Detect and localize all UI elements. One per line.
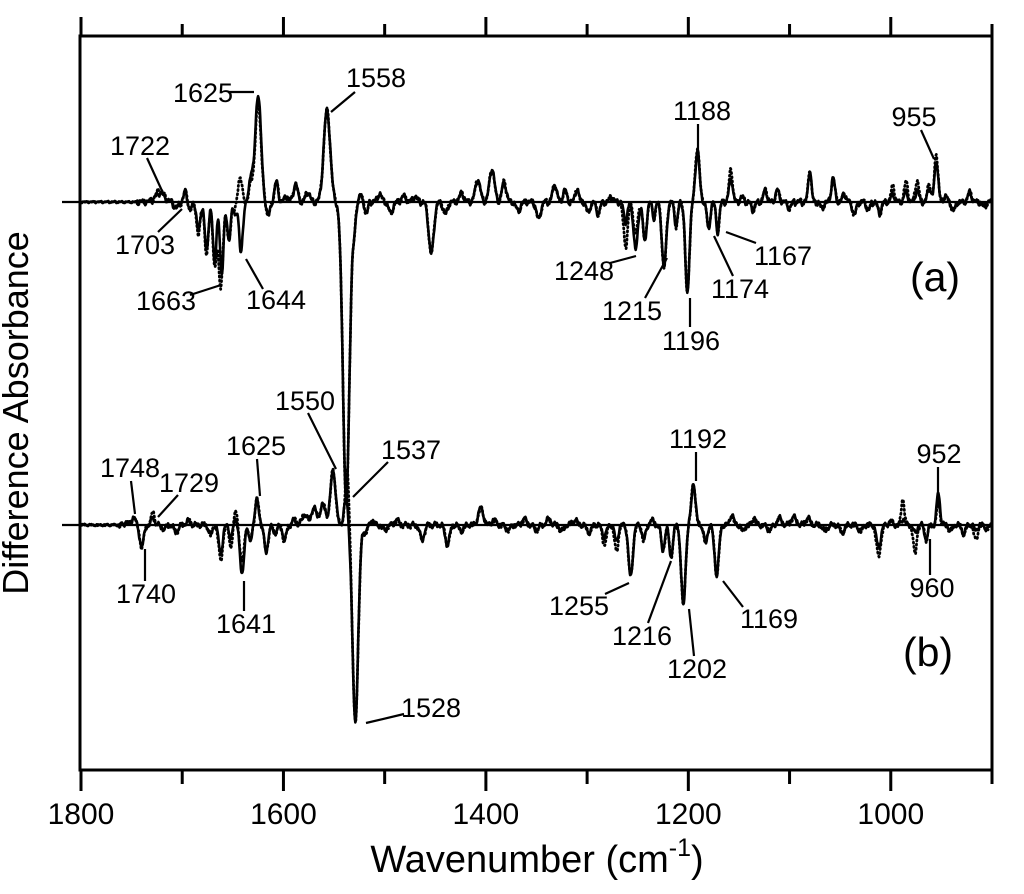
peak-label-1703: 1703 bbox=[115, 230, 175, 260]
peak-label-1663: 1663 bbox=[136, 286, 196, 316]
leader-line bbox=[609, 254, 637, 265]
peak-label-1248: 1248 bbox=[554, 256, 614, 286]
leader-line bbox=[919, 129, 936, 160]
leader-line bbox=[157, 494, 179, 518]
leader-line bbox=[189, 283, 222, 297]
leader-line bbox=[365, 712, 405, 725]
leader-line bbox=[255, 458, 262, 497]
spectrum-b-dotted bbox=[81, 467, 991, 723]
leader-line bbox=[157, 208, 183, 233]
peak-label-1192: 1192 bbox=[669, 424, 727, 454]
peak-label-1167: 1167 bbox=[754, 241, 812, 271]
peak-label-1215: 1215 bbox=[602, 296, 662, 326]
plot-border bbox=[78, 34, 994, 772]
leader-line bbox=[307, 412, 337, 470]
leader-line bbox=[644, 257, 668, 299]
leader-line bbox=[646, 560, 673, 624]
peak-label-1558: 1558 bbox=[346, 63, 406, 93]
x-axis-title-close: ) bbox=[691, 839, 704, 881]
y-axis-title: Difference Absorbance bbox=[0, 231, 36, 595]
leader-line bbox=[352, 461, 389, 498]
peak-label-1625: 1625 bbox=[226, 431, 286, 461]
leader-line bbox=[713, 235, 734, 277]
x-tick-label: 1800 bbox=[48, 798, 115, 831]
leader-line bbox=[245, 258, 264, 290]
spectrum-b-solid bbox=[81, 468, 991, 724]
x-tick-label: 1000 bbox=[857, 798, 924, 831]
leader-line bbox=[129, 480, 137, 515]
plot-frame bbox=[78, 17, 994, 791]
peak-label-1644: 1644 bbox=[246, 285, 306, 315]
peak-label-1625: 1625 bbox=[173, 78, 233, 108]
peak-label-1537: 1537 bbox=[381, 435, 441, 465]
leader-line bbox=[145, 157, 165, 194]
leader-line bbox=[725, 230, 757, 245]
peak-label-1722: 1722 bbox=[110, 131, 170, 161]
peak-label-1174: 1174 bbox=[711, 274, 769, 304]
leader-line bbox=[722, 580, 744, 608]
peak-label-1729: 1729 bbox=[159, 468, 219, 498]
spectra-curves bbox=[81, 94, 991, 724]
panel-label-b: (b) bbox=[903, 629, 953, 675]
leader-line bbox=[687, 608, 696, 657]
x-tick-label: 1200 bbox=[655, 798, 722, 831]
x-axis-title: Wavenumber (cm-1) bbox=[370, 834, 703, 881]
x-tick-label: 1600 bbox=[250, 798, 317, 831]
x-tick-label: 1400 bbox=[453, 798, 520, 831]
panel-label-a: (a) bbox=[910, 254, 960, 300]
peak-label-1255: 1255 bbox=[549, 591, 609, 621]
peak-label-1216: 1216 bbox=[612, 621, 672, 651]
spectrum-a-solid bbox=[81, 94, 991, 503]
peak-label-1740: 1740 bbox=[116, 579, 176, 609]
x-tick-labels: 1800 1600 1400 1200 1000 bbox=[48, 798, 925, 831]
peak-label-1550: 1550 bbox=[275, 386, 335, 416]
spectrum-a-dotted bbox=[81, 101, 991, 504]
x-axis-title-main: Wavenumber (cm bbox=[370, 839, 668, 881]
peak-label-1196: 1196 bbox=[662, 326, 720, 356]
leader-line bbox=[604, 582, 630, 595]
peak-label-960: 960 bbox=[909, 573, 954, 603]
peak-label-1169: 1169 bbox=[740, 604, 798, 634]
peak-label-955: 955 bbox=[891, 102, 936, 132]
peak-label-1202: 1202 bbox=[667, 654, 727, 684]
peak-label-1641: 1641 bbox=[216, 609, 276, 639]
leader-line bbox=[330, 91, 356, 113]
peak-label-1748: 1748 bbox=[100, 453, 160, 483]
peak-label-952: 952 bbox=[916, 439, 961, 469]
peak-label-1188: 1188 bbox=[673, 96, 731, 126]
peak-label-1528: 1528 bbox=[401, 693, 461, 723]
x-axis-title-superscript: -1 bbox=[669, 834, 691, 862]
